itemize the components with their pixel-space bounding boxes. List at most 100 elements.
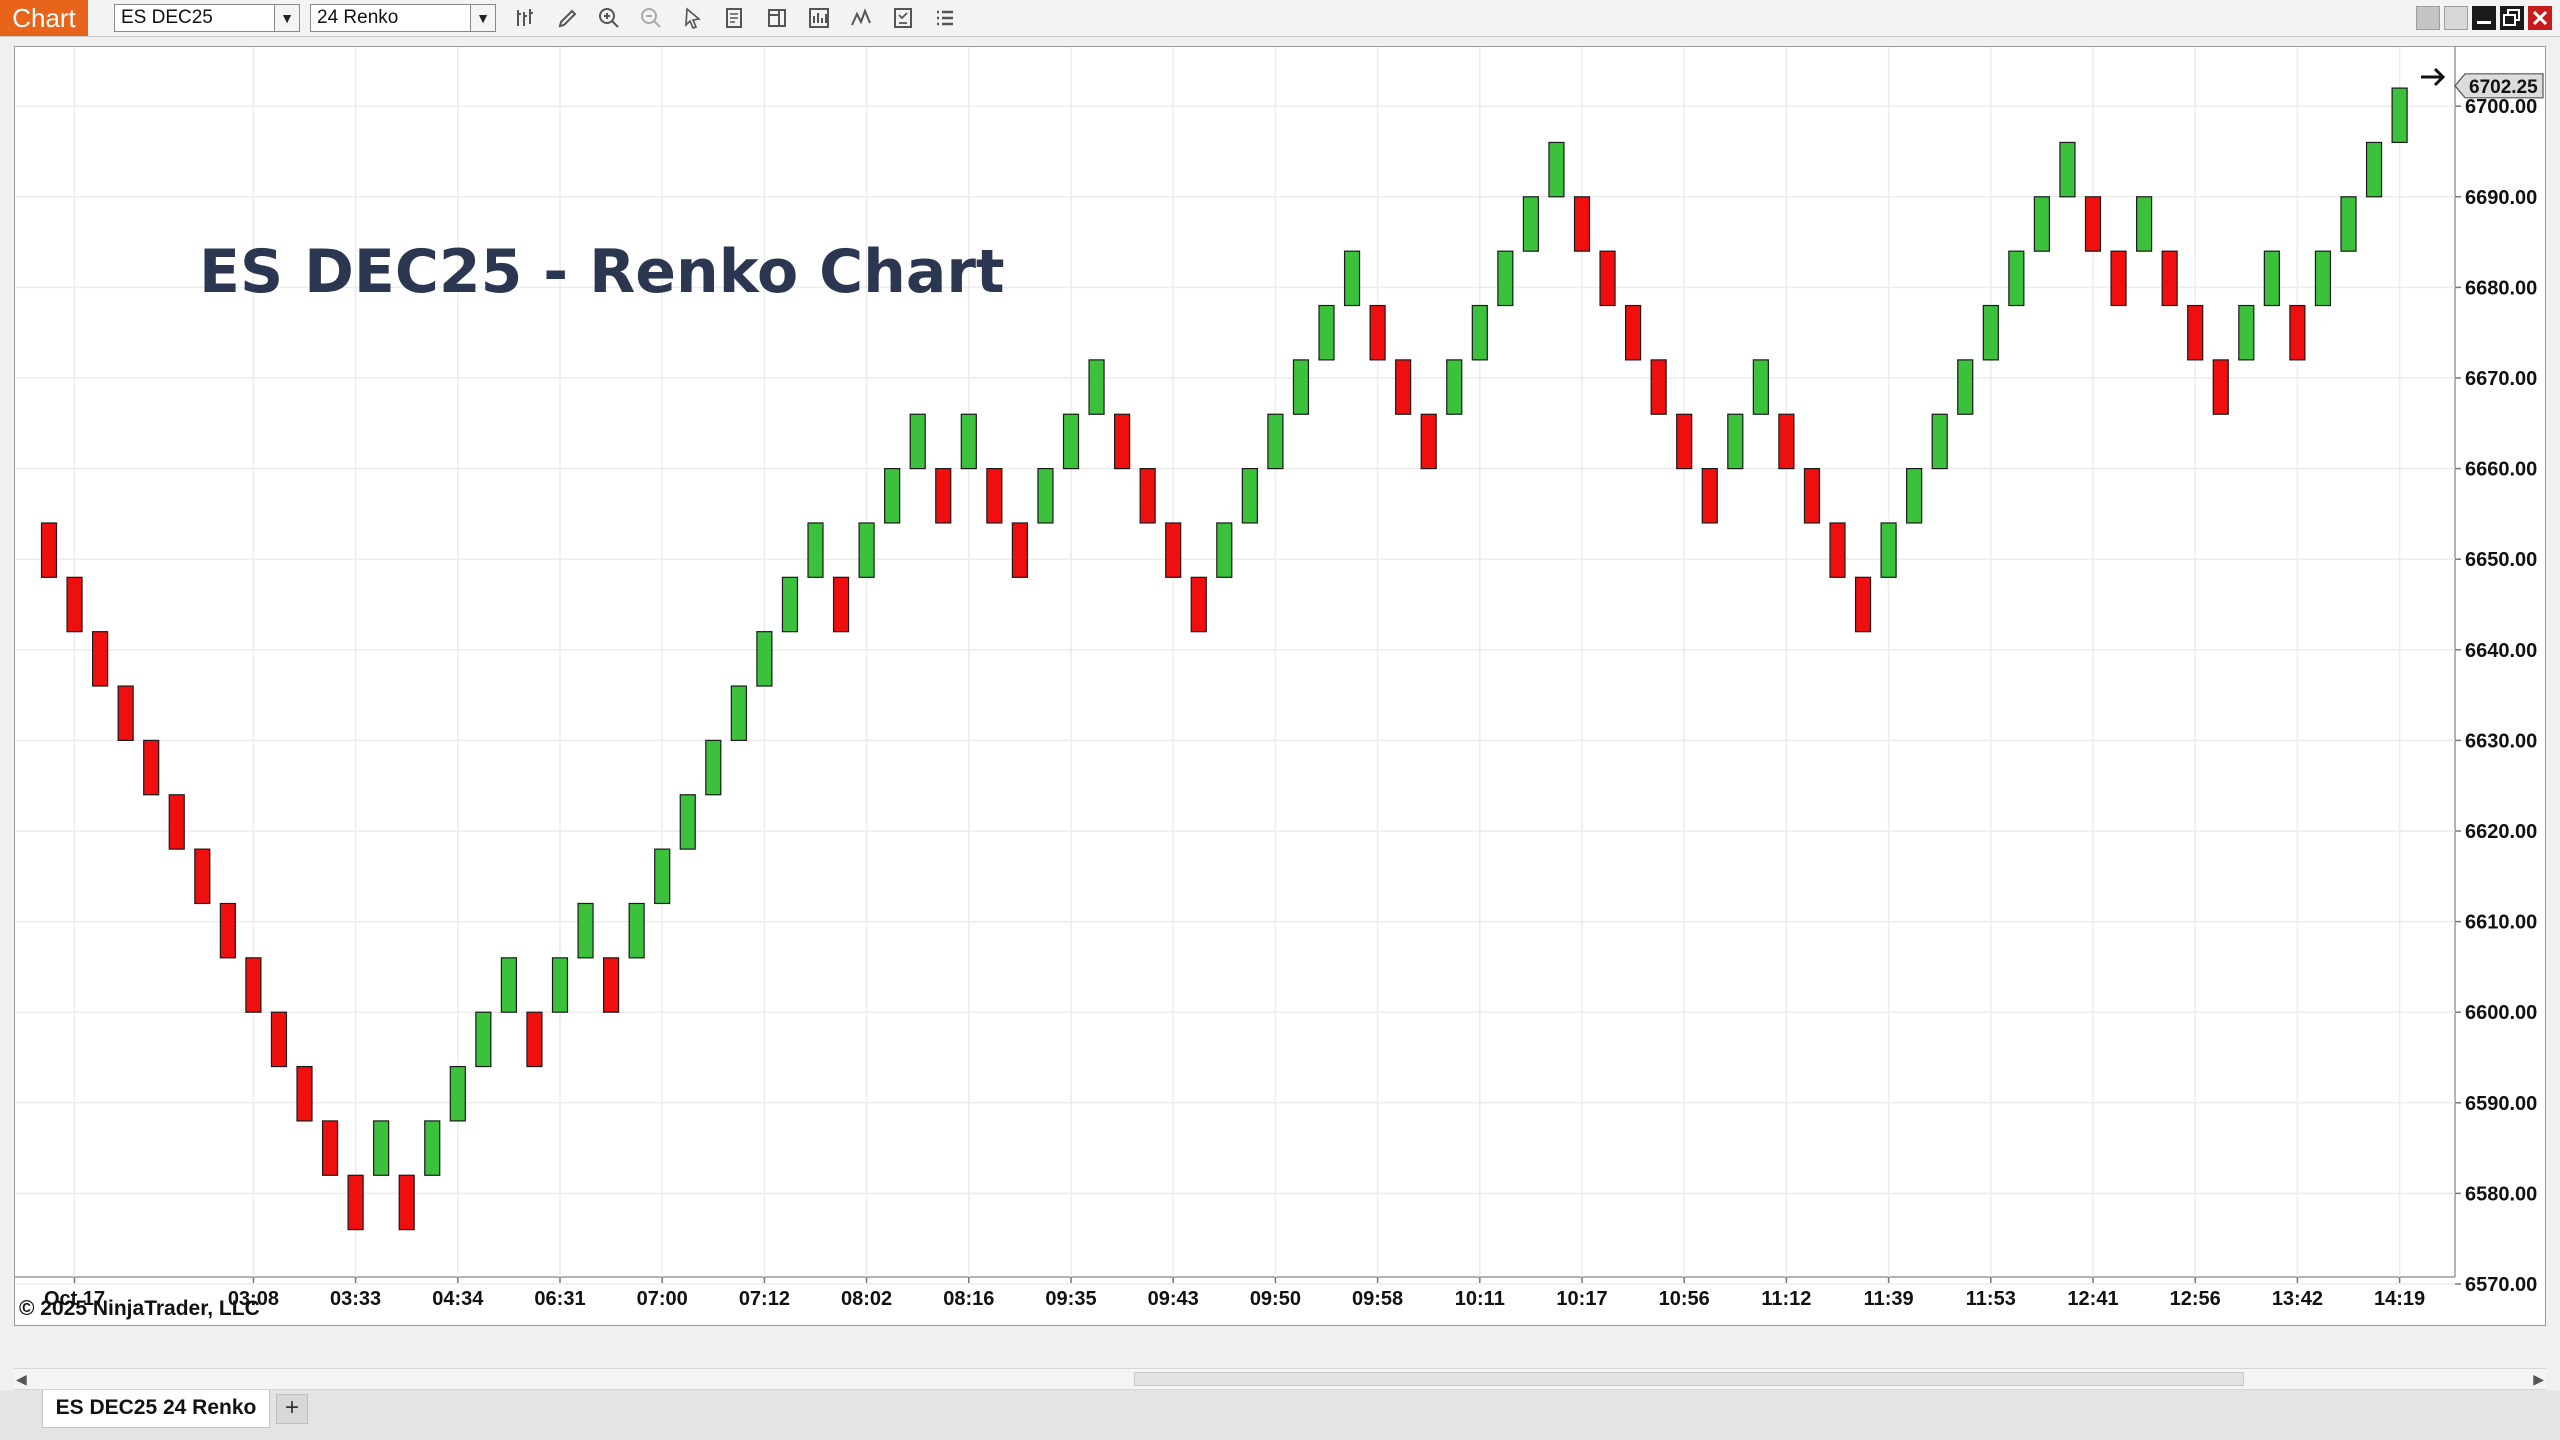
renko-brick-down <box>1139 468 1156 524</box>
close-button[interactable] <box>2528 6 2552 30</box>
zoom-out-icon[interactable] <box>636 4 666 32</box>
time-tick-label: 12:56 <box>2170 1288 2221 1310</box>
bar-type-icon[interactable] <box>510 4 540 32</box>
scroll-thumb[interactable] <box>1134 1372 2244 1386</box>
chart-trader-icon[interactable] <box>762 4 792 32</box>
renko-brick-down <box>1778 413 1795 470</box>
time-tick-label: 12:41 <box>2067 1288 2118 1310</box>
renko-brick-up <box>2238 304 2255 361</box>
renko-brick-down <box>1701 468 1718 524</box>
time-tick-label: 03:08 <box>228 1288 279 1310</box>
renko-brick-down <box>1676 413 1693 470</box>
scroll-right-icon[interactable]: ▶ <box>2533 1371 2544 1387</box>
price-axis-area <box>2455 47 2545 1325</box>
price-tick-label: 6660.00 <box>2465 459 2537 481</box>
add-tab-button[interactable]: + <box>276 1394 308 1424</box>
time-tick-label: Oct 17 <box>44 1288 105 1310</box>
renko-brick-up <box>1982 304 1999 361</box>
minimize-button[interactable] <box>2472 6 2496 30</box>
renko-brick-up <box>1522 196 1540 252</box>
time-tick-label: 11:39 <box>1864 1288 1914 1310</box>
pointer-icon[interactable] <box>678 4 708 32</box>
renko-brick-up <box>424 1120 441 1176</box>
renko-brick-up <box>2391 87 2408 144</box>
renko-brick-up <box>449 1065 466 1122</box>
renko-brick-up <box>1931 413 1948 470</box>
renko-brick-down <box>2161 250 2178 307</box>
window-tile-button[interactable] <box>2444 6 2468 30</box>
price-tick-label: 6580.00 <box>2465 1183 2537 1205</box>
renko-brick-down <box>117 685 134 741</box>
window-tag[interactable]: Chart <box>0 0 88 36</box>
data-box-icon[interactable] <box>720 4 750 32</box>
renko-brick-up <box>2136 196 2153 252</box>
renko-brick-down <box>2289 304 2306 361</box>
copyright-text: © 2025 NinjaTrader, LLC <box>19 1297 260 1320</box>
renko-chart[interactable]: 6570.00 6580.00 6590.00 6600.00 6610.00 6620.… <box>15 47 2546 1326</box>
renko-brick-up <box>807 522 824 578</box>
time-tick-label: 04:34 <box>432 1288 484 1310</box>
zoom-in-icon[interactable] <box>594 4 624 32</box>
renko-brick-down <box>168 794 185 850</box>
time-tick-label: 07:12 <box>739 1288 790 1310</box>
renko-brick-up <box>2263 250 2280 307</box>
price-tick-label: 6680.00 <box>2465 277 2537 299</box>
renko-brick-up <box>1752 359 1769 415</box>
renko-brick-down <box>1420 413 1437 470</box>
renko-brick-down <box>143 739 160 796</box>
time-tick-label: 07:00 <box>637 1288 688 1310</box>
renko-brick-up <box>2008 250 2025 307</box>
properties-icon[interactable] <box>930 4 960 32</box>
renko-brick-up <box>1318 304 1335 361</box>
renko-brick-up <box>1497 250 1514 307</box>
bar-type-value: 24 Renko <box>317 7 399 28</box>
window-mode-button[interactable] <box>2416 6 2440 30</box>
renko-brick-down <box>1190 576 1207 633</box>
renko-brick-up <box>2314 250 2332 307</box>
renko-brick-up <box>960 413 977 470</box>
renko-brick-down <box>1113 413 1131 470</box>
renko-brick-down <box>1395 359 1412 415</box>
last-price-label: 6702.25 <box>2469 77 2538 98</box>
instrument-selector[interactable]: ES DEC25 ▼ <box>114 4 300 32</box>
renko-brick-up <box>1957 359 1974 415</box>
renko-brick-up <box>654 848 671 905</box>
time-tick-label: 09:50 <box>1250 1288 1301 1310</box>
renko-brick-up <box>1548 141 1565 198</box>
renko-brick-up <box>2340 196 2357 252</box>
renko-brick-up <box>577 902 594 959</box>
instrument-value: ES DEC25 <box>121 7 213 28</box>
renko-brick-up <box>551 957 569 1013</box>
time-tick-label: 13:42 <box>2272 1288 2323 1310</box>
horizontal-scrollbar[interactable]: ◀ ▶ <box>14 1368 2546 1390</box>
scroll-left-icon[interactable]: ◀ <box>16 1371 27 1387</box>
renko-brick-down <box>1573 196 1591 252</box>
renko-brick-up <box>1267 413 1284 470</box>
renko-brick-up <box>1241 468 1258 524</box>
scroll-right-arrow-icon[interactable] <box>2421 67 2446 87</box>
chart-panel[interactable]: 6570.00 6580.00 6590.00 6600.00 6610.00 6620.… <box>14 46 2546 1326</box>
renko-brick-up <box>1292 359 1310 415</box>
time-tick-label: 10:17 <box>1556 1288 1607 1310</box>
time-tick-label: 09:58 <box>1352 1288 1403 1310</box>
price-tick-label: 6630.00 <box>2465 730 2537 752</box>
chevron-down-icon[interactable]: ▼ <box>274 5 299 31</box>
price-tick-label: 6570.00 <box>2465 1274 2537 1296</box>
indicators-icon[interactable] <box>846 4 876 32</box>
renko-brick-up <box>1343 250 1361 307</box>
renko-brick-down <box>40 522 58 578</box>
tab-es-dec25-24-renko[interactable]: ES DEC25 24 Renko <box>42 1390 270 1428</box>
renko-brick-up <box>1037 468 1054 524</box>
renko-brick-down <box>296 1065 313 1122</box>
strategies-icon[interactable] <box>804 4 834 32</box>
bar-type-selector[interactable]: 24 Renko ▼ <box>310 4 496 32</box>
renko-brick-down <box>2084 196 2102 252</box>
chevron-down-icon[interactable]: ▼ <box>470 5 495 31</box>
drawing-tool-icon[interactable] <box>553 4 583 32</box>
renko-brick-down <box>1624 304 1642 361</box>
restore-button[interactable] <box>2500 6 2524 30</box>
time-tick-label: 09:35 <box>1045 1288 1096 1310</box>
templates-icon[interactable] <box>888 4 918 32</box>
renko-brick-up <box>884 468 901 524</box>
renko-brick-up <box>730 685 747 741</box>
